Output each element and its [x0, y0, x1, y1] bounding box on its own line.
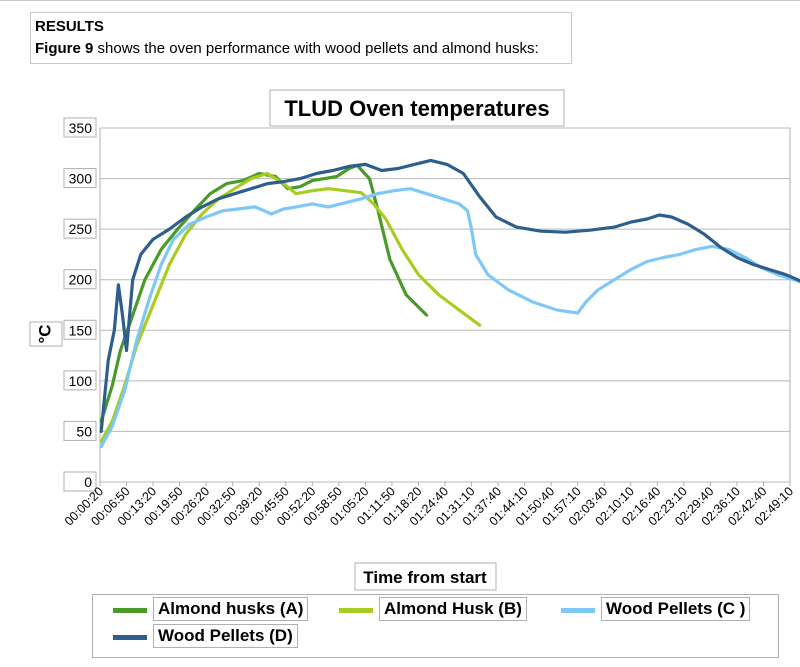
y-axis-label-box	[29, 321, 63, 347]
results-sentence-text: shows the oven performance with wood pel…	[93, 40, 539, 57]
gridlines	[99, 127, 791, 483]
x-axis-tick-labels: 00:00:2000:06:5000:13:2000:19:5000:26:20…	[62, 482, 796, 529]
legend-swatch	[339, 608, 373, 613]
y-tick-label: 350	[69, 120, 93, 136]
top-border	[0, 0, 800, 1]
y-tick-label: 200	[69, 272, 93, 288]
plot-area	[99, 127, 791, 483]
legend: Almond husks (A) Almond Husk (B) Wood Pe…	[92, 594, 779, 658]
legend-swatch	[113, 608, 147, 613]
legend-label: Almond Husk (B)	[379, 597, 527, 621]
legend-label: Wood Pellets (C )	[601, 597, 751, 621]
figure-reference: Figure 9	[35, 40, 94, 57]
y-tick-label: 300	[69, 171, 93, 187]
y-tick-label-box	[63, 319, 97, 340]
legend-label: Almond husks (A)	[153, 597, 309, 621]
y-tick-label-box	[63, 420, 97, 441]
y-tick-label: 250	[69, 221, 93, 237]
y-tick-label: 100	[69, 373, 93, 389]
chart-title-box	[269, 89, 565, 127]
legend-swatch	[113, 635, 147, 640]
y-tick-label: 0	[84, 474, 92, 490]
legend-label: Wood Pellets (D)	[153, 624, 298, 648]
x-axis-label-box	[354, 562, 497, 591]
series-line-wood-pellets-d	[99, 158, 800, 433]
y-tick-label-box	[63, 218, 97, 239]
series-line-almond-husks-a	[99, 163, 429, 423]
series-lines	[99, 158, 800, 449]
results-textbox: RESULTS Figure 9 shows the oven performa…	[30, 12, 572, 64]
y-tick-label-box	[63, 117, 97, 138]
y-tick-label-box	[63, 471, 97, 492]
y-axis-tick-labels: 0 50 100 150 200 250 300 350	[63, 117, 97, 492]
y-tick-label-box	[63, 269, 97, 290]
y-tick-label: 50	[76, 423, 92, 439]
y-axis-label: °C	[35, 324, 54, 343]
chart-title: TLUD Oven temperatures	[284, 96, 549, 121]
results-sentence: Figure 9 shows the oven performance with…	[35, 40, 539, 57]
legend-swatch	[561, 608, 595, 613]
y-tick-label: 150	[69, 322, 93, 338]
x-axis-label: Time from start	[363, 568, 487, 587]
y-tick-label-box	[63, 370, 97, 391]
series-line-almond-husk-b	[99, 171, 482, 444]
results-heading: RESULTS	[35, 18, 104, 35]
y-tick-label-box	[63, 168, 97, 189]
